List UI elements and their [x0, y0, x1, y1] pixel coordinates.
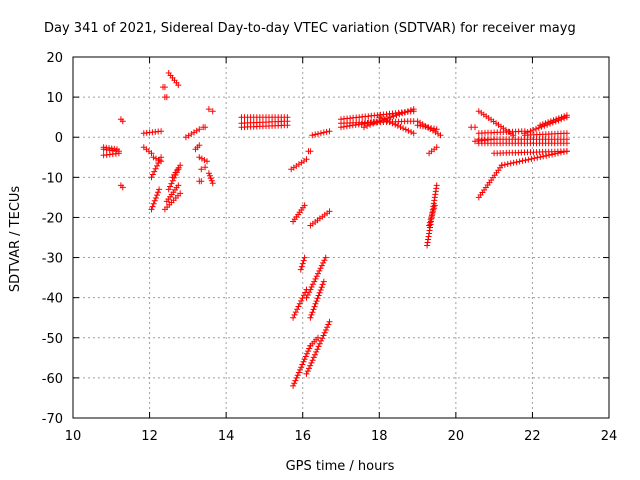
data-points: [100, 70, 570, 389]
data-point-track: [165, 70, 182, 89]
x-tick-label: 22: [524, 429, 541, 444]
data-point-track: [491, 148, 570, 157]
axes: [72, 56, 610, 419]
y-tick-label: -40: [42, 292, 63, 307]
data-point-track: [288, 156, 310, 173]
y-tick-label: -50: [42, 332, 63, 347]
data-point-track: [160, 84, 168, 91]
data-point-track: [163, 182, 182, 205]
data-point-track: [290, 342, 314, 389]
data-point-track: [414, 122, 440, 133]
data-point-track: [309, 128, 333, 139]
y-tick-label: -70: [42, 412, 63, 427]
data-point-track: [238, 114, 291, 121]
data-point-track: [303, 318, 333, 377]
y-tick-label: -10: [42, 171, 63, 186]
plot-border: [72, 56, 610, 419]
grid: [73, 57, 609, 418]
data-point-track: [307, 208, 333, 229]
y-tick-label: 10: [46, 91, 63, 106]
data-point-track: [475, 140, 570, 147]
x-axis-label: GPS time / hours: [286, 459, 395, 474]
data-point-track: [161, 94, 170, 101]
data-point-track: [305, 148, 314, 155]
data-point-track: [150, 154, 165, 165]
data-point-track: [426, 144, 440, 157]
y-tick-label: -20: [42, 211, 63, 226]
data-point-track: [376, 106, 417, 125]
data-point-track: [307, 278, 327, 321]
data-point-track: [303, 254, 329, 301]
data-point-track: [100, 144, 120, 153]
data-point-track: [307, 334, 321, 349]
data-point-track: [338, 118, 383, 131]
data-point-track: [238, 118, 291, 127]
data-point-track: [290, 202, 308, 225]
data-point-track: [205, 106, 216, 115]
data-point-track: [475, 128, 528, 137]
x-tick-label: 20: [448, 429, 465, 444]
y-tick-label: -60: [42, 372, 63, 387]
x-tick-label: 24: [601, 429, 618, 444]
data-point-track: [196, 154, 210, 165]
data-point-track: [148, 186, 163, 213]
data-point-track: [426, 202, 438, 229]
x-tick-label: 10: [65, 429, 82, 444]
data-point-track: [117, 182, 126, 191]
y-axis-label: SDTVAR / TECUs: [8, 186, 23, 293]
data-point-track: [205, 170, 216, 187]
tick-labels: 10 12 14 16 18 20 22 24 20 10 0 -10 -20 -30 -40 -50 -60 -…: [42, 51, 618, 444]
x-tick-label: 12: [141, 429, 158, 444]
data-point-track: [290, 286, 310, 321]
data-point-track: [297, 254, 308, 273]
y-tick-label: 0: [55, 131, 63, 146]
data-point-track: [475, 162, 505, 201]
data-point-track: [117, 116, 126, 125]
x-tick-label: 14: [218, 429, 235, 444]
data-point-track: [100, 150, 122, 159]
data-point-track: [169, 162, 184, 181]
data-point-track: [200, 124, 209, 131]
data-point-track: [238, 122, 291, 131]
data-point-track: [537, 112, 570, 129]
data-point-track: [521, 130, 570, 139]
data-point-track: [468, 124, 478, 131]
data-point-track: [140, 144, 155, 157]
data-point-track: [192, 142, 203, 153]
chart-title: Day 341 of 2021, Sidereal Day-to-day VTE…: [44, 21, 576, 36]
data-point-track: [140, 128, 165, 137]
data-point-track: [182, 126, 203, 141]
x-tick-label: 18: [371, 429, 388, 444]
data-point-track: [475, 136, 570, 143]
y-tick-label: -30: [42, 252, 63, 267]
data-point-track: [198, 164, 209, 173]
y-tick-label: 20: [46, 51, 63, 66]
data-point-track: [161, 190, 184, 213]
data-point-track: [196, 178, 205, 185]
x-tick-label: 16: [294, 429, 311, 444]
